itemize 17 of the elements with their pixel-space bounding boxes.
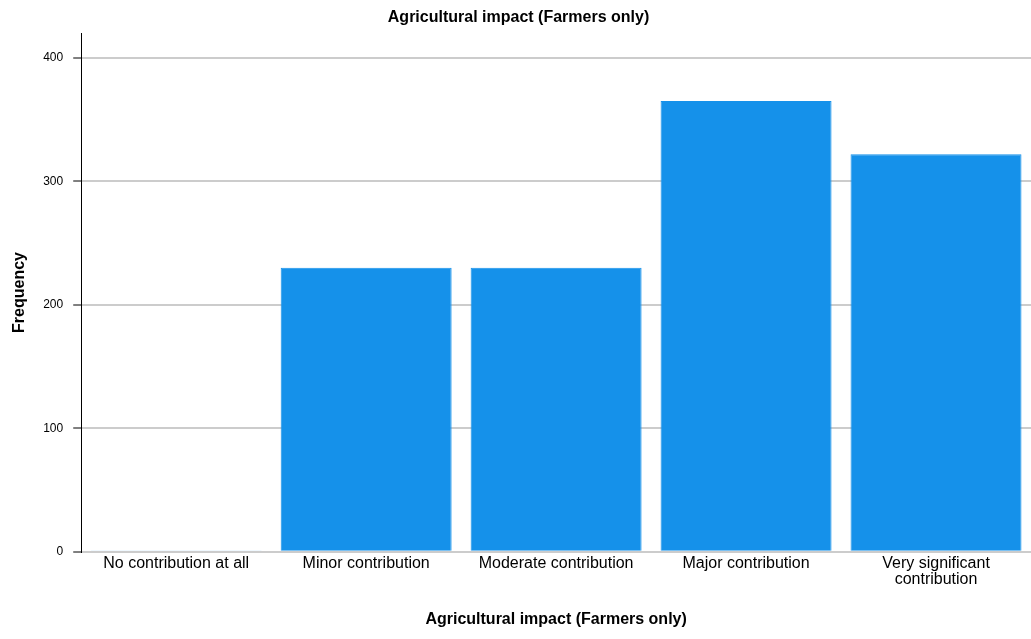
y-tick-label: 100 <box>43 420 64 435</box>
y-axis-title: Frequency <box>10 251 28 333</box>
y-tick-label: 400 <box>43 50 64 65</box>
x-axis-title: Agricultural impact (Farmers only) <box>425 609 687 627</box>
y-tick-label: 0 <box>56 544 64 559</box>
x-tick-label: Very significant contribution <box>882 554 991 588</box>
x-tick-label: No contribution at all <box>103 554 250 572</box>
x-tick-label: Minor contribution <box>302 554 430 572</box>
bar <box>850 154 1022 551</box>
bar <box>660 101 832 551</box>
y-tick-label: 200 <box>43 297 64 312</box>
bar <box>280 267 452 551</box>
y-tick-label: 300 <box>43 173 64 188</box>
bar <box>470 267 642 551</box>
chart-title: Agricultural impact (Farmers only) <box>387 8 650 26</box>
x-tick-label: Moderate contribution <box>478 554 634 572</box>
x-tick-label: Major contribution <box>682 554 810 572</box>
